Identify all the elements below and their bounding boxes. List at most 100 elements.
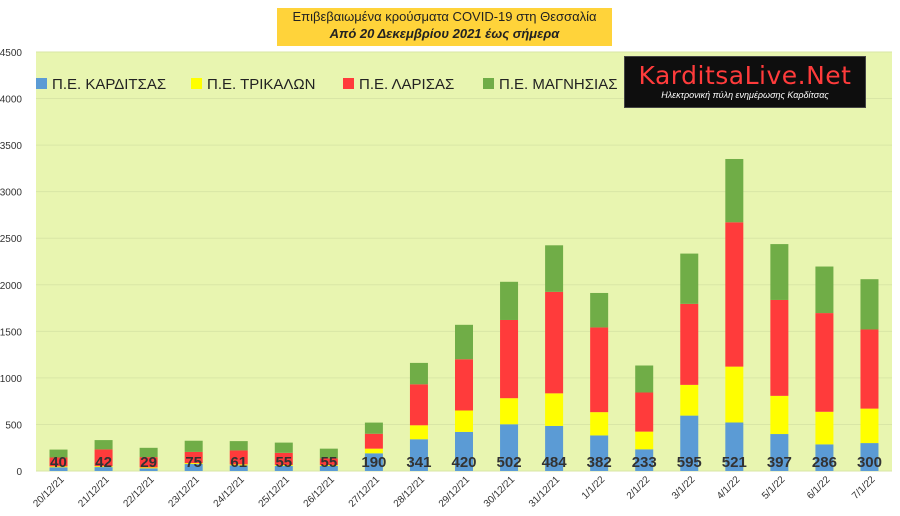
legend-label-magnisia: Π.Ε. ΜΑΓΝΗΣΙΑΣ	[499, 76, 618, 93]
karditsalive-logo: KarditsaLive.Net Ηλεκτρονική πύλη ενημέρ…	[624, 56, 866, 108]
bar-magnisia-15	[725, 158, 744, 223]
bar-magnisia-0	[49, 449, 68, 458]
bar-larisa-9	[455, 359, 473, 411]
x-tick-label: 3/1/22	[670, 474, 698, 502]
bar-trikala-16	[770, 395, 789, 435]
data-label-10: 502	[497, 454, 522, 471]
x-tick-label: 1/1/22	[580, 474, 608, 502]
bar-larisa-18	[860, 329, 879, 409]
y-tick-label: 3500	[0, 141, 22, 152]
y-axis-ticks: 0 500 1000 1500 2000 2500 3000 3500 4000 4500	[0, 48, 22, 478]
bar-larisa-1	[94, 449, 113, 467]
y-tick-label: 1000	[0, 374, 22, 385]
bar-larisa-7	[364, 433, 383, 449]
bar-karditsa-16	[770, 434, 789, 471]
data-label-9: 420	[451, 454, 476, 471]
chart-title-box: Επιβεβαιωμένα κρούσματα COVID-19 στη Θεσ…	[277, 8, 612, 46]
data-label-15: 521	[722, 454, 747, 471]
bar-trikala-4	[229, 464, 248, 466]
x-tick-label: 7/1/22	[850, 474, 878, 502]
data-label-4: 61	[230, 454, 247, 471]
bar-larisa-3	[184, 451, 203, 464]
bar-larisa-15	[725, 222, 744, 367]
data-label-17: 286	[812, 454, 837, 471]
legend-label-trikala: Π.Ε. ΤΡΙΚΑΛΩΝ	[207, 76, 316, 93]
bar-magnisia-7	[364, 422, 383, 434]
x-axis-ticks: 20/12/21 21/12/21 22/12/21 23/12/21 24/12/21…	[31, 474, 878, 510]
bar-magnisia-8	[409, 362, 428, 385]
bar-larisa-16	[770, 299, 789, 396]
bar-larisa-12	[590, 327, 609, 413]
legend-item-magnisia: Π.Ε. ΜΑΓΝΗΣΙΑΣ	[483, 76, 617, 93]
x-tick-label: 31/12/21	[527, 474, 563, 510]
bar-trikala-13	[635, 431, 654, 450]
data-label-1: 42	[95, 454, 112, 471]
bar-trikala-15	[725, 366, 744, 423]
bar-karditsa-9	[455, 431, 473, 471]
data-label-2: 29	[140, 454, 157, 471]
y-tick-label: 4500	[0, 48, 22, 59]
bar-karditsa-6	[319, 465, 338, 471]
bar-trikala-2	[139, 467, 158, 469]
bar-karditsa-8	[409, 439, 428, 471]
bar-magnisia-16	[770, 244, 789, 300]
bar-trikala-14	[680, 384, 699, 416]
bar-larisa-0	[49, 457, 68, 467]
bar-larisa-5	[274, 452, 293, 465]
bar-larisa-11	[545, 291, 564, 394]
legend-label-larisa: Π.Ε. ΛΑΡΙΣΑΣ	[359, 76, 455, 93]
data-labels: 40 42 29 75 61 55 55 190 341 420 502 484 382 233 595 52…	[50, 454, 882, 471]
legend-item-karditsa: Π.Ε. ΚΑΡΔΙΤΣΑΣ	[36, 76, 166, 93]
bar-trikala-5	[274, 464, 293, 466]
data-label-18: 300	[857, 454, 882, 471]
chart-subtitle: Από 20 Δεκεμβρίου 2021 έως σήμερα	[329, 26, 560, 41]
x-tick-label: 23/12/21	[166, 474, 202, 510]
bar-larisa-4	[229, 450, 248, 465]
bar-magnisia-1	[94, 440, 113, 450]
data-label-16: 397	[767, 454, 792, 471]
bar-trikala-12	[590, 412, 609, 436]
bar-karditsa-4	[229, 465, 248, 471]
x-tick-label: 27/12/21	[347, 474, 383, 510]
x-tick-label: 22/12/21	[121, 474, 157, 510]
y-tick-label: 1500	[0, 327, 22, 338]
y-tick-label: 4000	[0, 95, 22, 106]
x-tick-label: 30/12/21	[482, 474, 518, 510]
bar-karditsa-18	[860, 443, 879, 471]
data-label-13: 233	[632, 454, 657, 471]
bar-karditsa-12	[590, 435, 609, 471]
bar-magnisia-9	[455, 324, 473, 360]
y-tick-label: 0	[16, 467, 22, 478]
bar-trikala-1	[94, 466, 113, 468]
bar-trikala-3	[184, 463, 203, 465]
bar-magnisia-12	[590, 292, 609, 328]
bar-karditsa-10	[500, 424, 519, 471]
bar-karditsa-17	[815, 444, 834, 471]
data-label-6: 55	[320, 454, 337, 471]
bar-karditsa-2	[139, 468, 158, 471]
legend-item-larisa: Π.Ε. ΛΑΡΙΣΑΣ	[343, 76, 454, 93]
bar-karditsa-5	[274, 465, 293, 471]
x-tick-label: 21/12/21	[76, 474, 112, 510]
y-tick-label: 2000	[0, 281, 22, 292]
bar-trikala-11	[545, 393, 564, 426]
y-tick-label: 500	[5, 420, 22, 431]
x-tick-label: 25/12/21	[257, 474, 293, 510]
bar-larisa-14	[680, 303, 699, 385]
chart-title: Επιβεβαιωμένα κρούσματα COVID-19 στη Θεσ…	[292, 9, 597, 24]
legend-item-trikala: Π.Ε. ΤΡΙΚΑΛΩΝ	[191, 76, 315, 93]
data-label-3: 75	[185, 454, 202, 471]
legend-swatch-larisa	[343, 78, 354, 89]
bar-magnisia-10	[500, 281, 519, 320]
x-tick-label: 5/1/22	[760, 474, 788, 502]
bar-trikala-17	[815, 411, 834, 445]
bar-magnisia-18	[860, 279, 879, 330]
data-label-0: 40	[50, 454, 67, 471]
x-tick-label: 26/12/21	[302, 474, 338, 510]
bar-magnisia-17	[815, 266, 834, 314]
y-tick-label: 2500	[0, 234, 22, 245]
bar-karditsa-3	[184, 464, 203, 471]
bar-larisa-6	[319, 458, 338, 465]
data-label-7: 190	[361, 454, 386, 471]
